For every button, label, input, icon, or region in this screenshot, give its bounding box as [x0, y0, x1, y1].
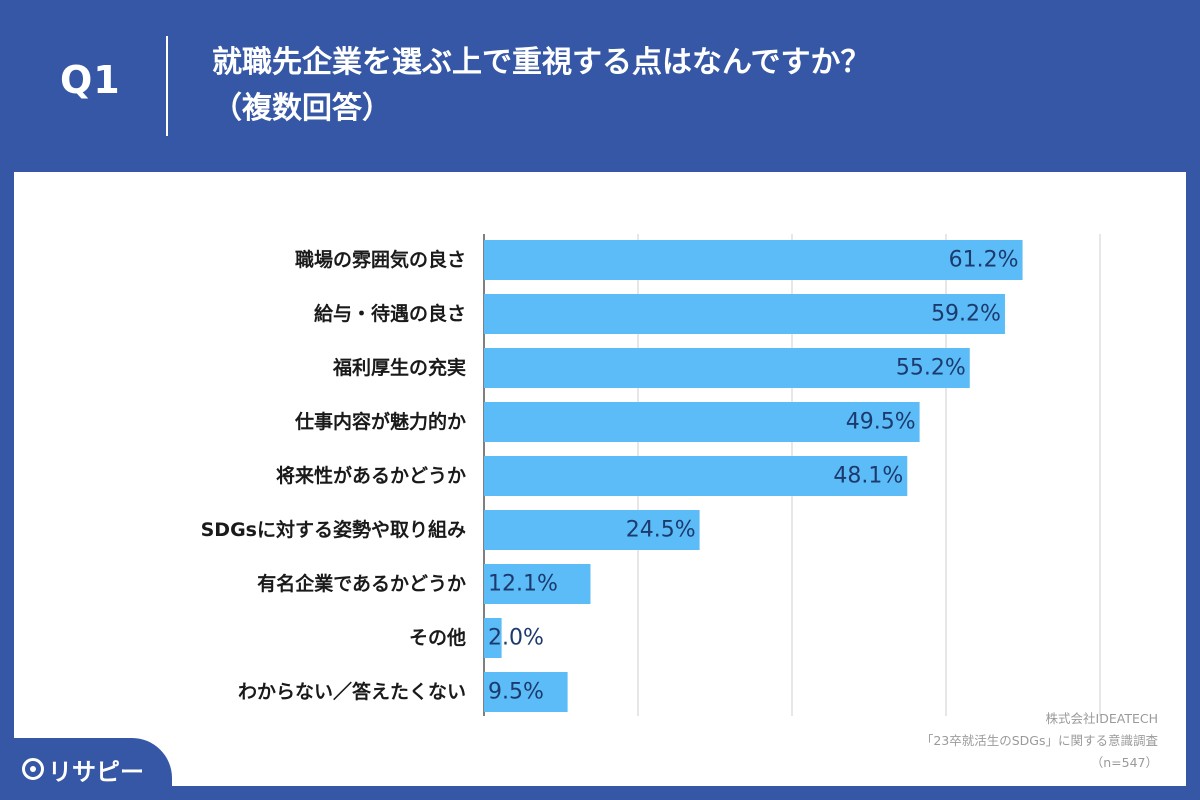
bar — [484, 618, 502, 658]
bar — [484, 294, 1005, 334]
bar — [484, 510, 700, 550]
category-label: わからない／答えたくない — [238, 680, 466, 703]
question-title-line2: （複数回答） — [212, 91, 392, 126]
bar-chart: 職場の雰囲気の良さ 61.2% 給与・待遇の良さ 59.2% 福利厚生の充実 55.2% 仕… — [201, 234, 1101, 716]
source-company: 株式会社IDEATECH — [1045, 711, 1158, 726]
category-label: その他 — [409, 626, 466, 649]
header: Q1 就職先企業を選ぶ上で重視する点はなんですか？ （複数回答） — [0, 0, 1200, 170]
value-label: 2.0% — [488, 626, 544, 651]
category-label: 有名企業であるかどうか — [257, 572, 466, 595]
value-label: 49.5% — [846, 410, 916, 435]
category-label: 職場の雰囲気の良さ — [295, 248, 466, 271]
category-label: 給与・待遇の良さ — [314, 302, 466, 325]
source-survey: 「23卒就活生のSDGs」に関する意識調査 — [920, 733, 1158, 748]
value-label: 59.2% — [931, 302, 1001, 327]
pin-icon — [22, 758, 44, 780]
brand-name: リサピー — [48, 758, 144, 786]
category-label: 将来性があるかどうか — [276, 464, 466, 487]
value-label: 24.5% — [626, 518, 696, 543]
chart-panel: 職場の雰囲気の良さ 61.2% 給与・待遇の良さ 59.2% 福利厚生の充実 55.2% 仕… — [14, 172, 1186, 786]
question-title: 就職先企業を選ぶ上で重視する点はなんですか？ （複数回答） — [212, 40, 1112, 132]
category-label: SDGsに対する姿勢や取り組み — [201, 518, 466, 541]
bar — [484, 672, 568, 712]
bar — [484, 240, 1023, 280]
header-divider — [166, 36, 168, 136]
value-label: 48.1% — [833, 464, 903, 489]
source-sample-size: （n=547） — [1090, 755, 1158, 770]
brand-logo: リサピー — [0, 738, 172, 800]
category-label: 仕事内容が魅力的か — [294, 410, 466, 433]
bar — [484, 564, 591, 604]
value-label: 55.2% — [896, 356, 966, 381]
value-label: 61.2% — [949, 248, 1019, 273]
bar — [484, 348, 970, 388]
bar — [484, 456, 908, 496]
question-number: Q1 — [60, 58, 121, 102]
value-label: 9.5% — [488, 680, 544, 705]
value-label: 12.1% — [488, 572, 558, 597]
bar — [484, 402, 920, 442]
category-label: 福利厚生の充実 — [332, 356, 466, 379]
question-title-line1: 就職先企業を選ぶ上で重視する点はなんですか？ — [212, 45, 871, 80]
source-note: 株式会社IDEATECH 「23卒就活生のSDGs」に関する意識調査 （n=54… — [921, 708, 1158, 774]
